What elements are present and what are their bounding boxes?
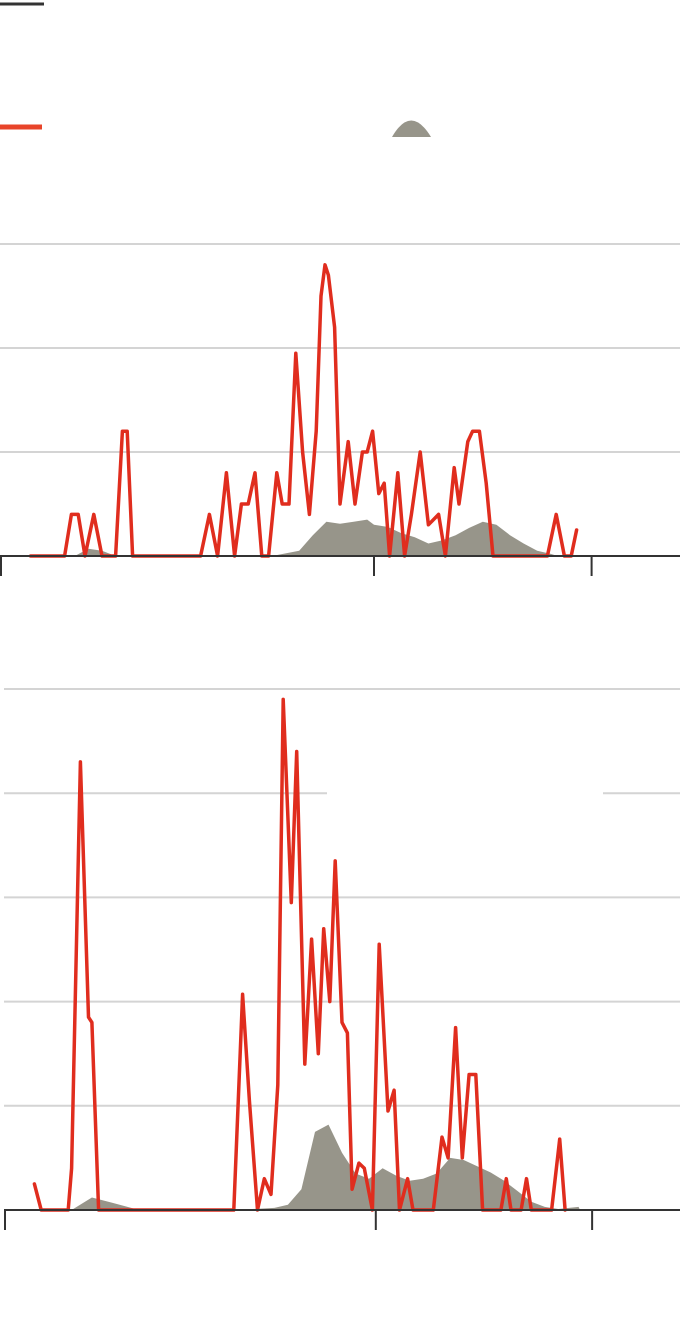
area-series-top xyxy=(30,519,558,556)
legend-swatch-gray-area xyxy=(392,120,431,137)
chart-top-svg xyxy=(0,243,680,576)
line-series-top xyxy=(28,263,579,558)
chart-top xyxy=(0,230,680,590)
legend-svg xyxy=(0,2,431,137)
line-series-bottom xyxy=(32,697,567,1212)
area-series-bottom xyxy=(34,1124,580,1210)
chart-bottom xyxy=(0,675,680,1235)
chart-bottom-svg xyxy=(4,688,680,1230)
legend xyxy=(0,0,680,150)
